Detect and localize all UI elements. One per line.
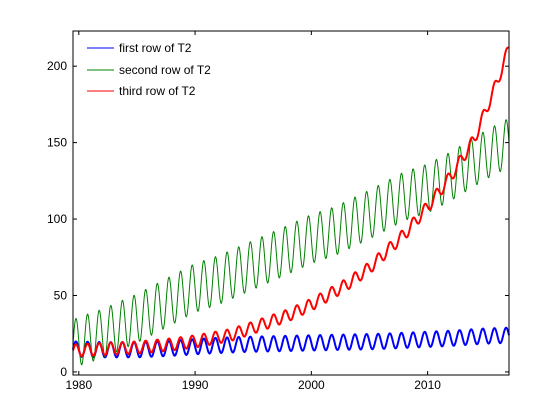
legend-label-first-row: first row of T2 xyxy=(119,41,192,55)
y-tick-label: 150 xyxy=(47,136,67,150)
y-tick-label: 0 xyxy=(60,365,67,379)
y-tick-label: 200 xyxy=(47,59,67,73)
legend: first row of T2 second row of T2 third r… xyxy=(82,37,234,103)
x-tick-label: 2010 xyxy=(414,378,441,392)
x-tick-label: 1990 xyxy=(182,378,209,392)
x-tick-label: 1980 xyxy=(65,378,92,392)
y-tick-label: 50 xyxy=(54,288,68,302)
y-tick-label: 100 xyxy=(47,212,67,226)
x-tick-label: 2000 xyxy=(298,378,325,392)
legend-label-second-row: second row of T2 xyxy=(119,63,211,77)
legend-label-third-row: third row of T2 xyxy=(119,84,196,98)
